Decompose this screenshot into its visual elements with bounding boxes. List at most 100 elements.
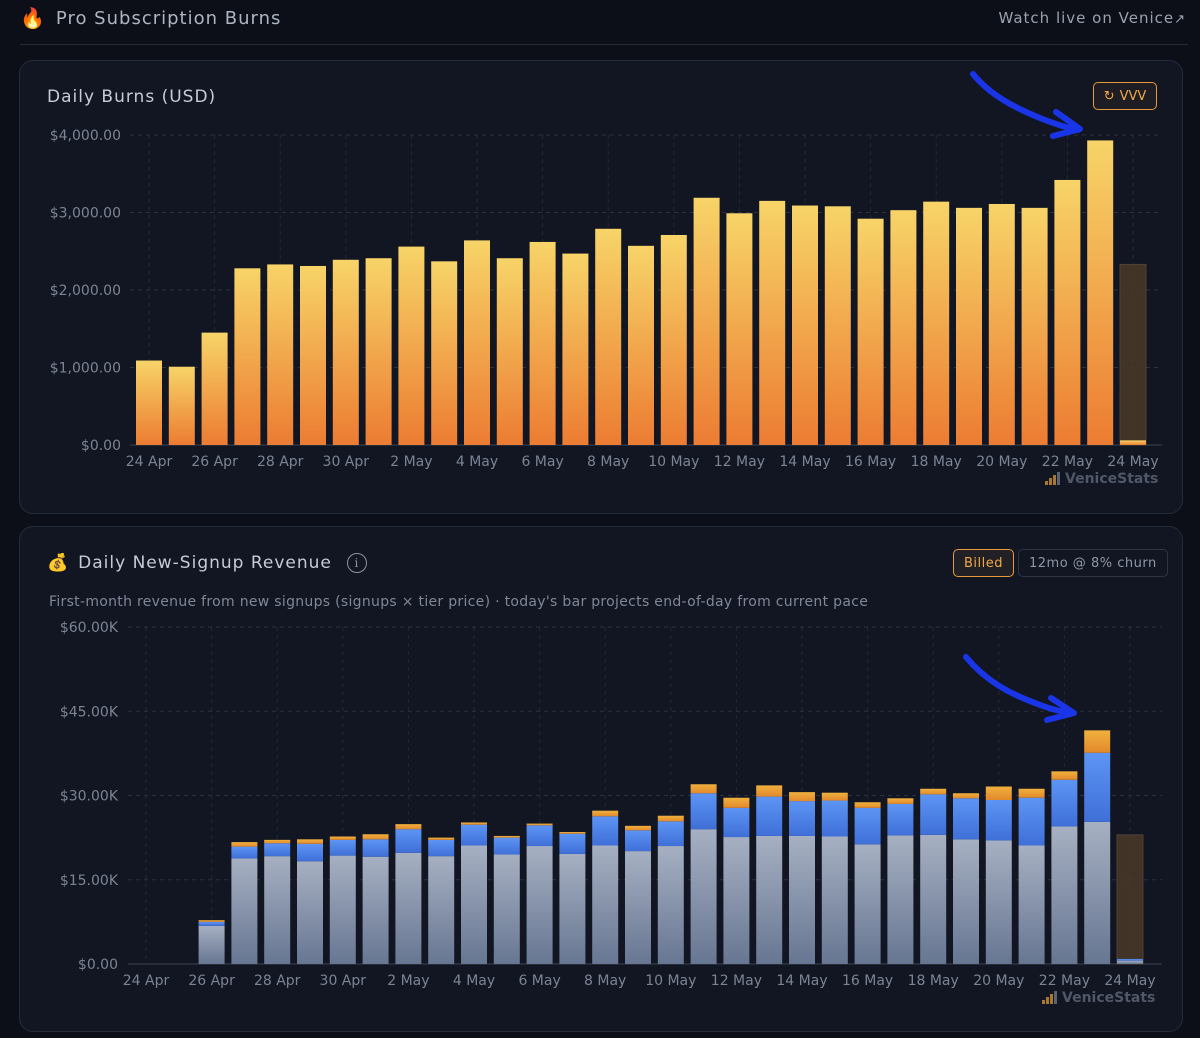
bar-segment[interactable]	[887, 835, 914, 964]
bar-segment[interactable]	[297, 843, 323, 862]
bar-segment[interactable]	[723, 797, 750, 808]
bar-segment[interactable]	[887, 803, 914, 836]
bar-segment[interactable]	[264, 839, 291, 844]
bar-segment[interactable]	[526, 825, 553, 847]
bar-segment[interactable]	[920, 834, 947, 964]
bar-segment[interactable]	[231, 842, 258, 847]
bar-segment[interactable]	[1117, 958, 1143, 961]
bar-segment[interactable]	[297, 861, 323, 964]
bar-segment[interactable]	[329, 855, 356, 964]
bar[interactable]	[792, 205, 818, 445]
bar-segment[interactable]	[264, 843, 291, 857]
bar-segment[interactable]	[231, 846, 258, 859]
bar-segment[interactable]	[854, 802, 881, 808]
bar-segment[interactable]	[625, 825, 651, 831]
billed-toggle[interactable]: Billed	[953, 549, 1015, 577]
bar[interactable]	[595, 228, 622, 445]
bar-segment[interactable]	[362, 834, 389, 840]
bar-segment[interactable]	[690, 829, 717, 964]
bar-segment[interactable]	[985, 840, 1012, 964]
bar-segment[interactable]	[428, 837, 455, 840]
bar-segment[interactable]	[1018, 845, 1045, 964]
watch-live-link[interactable]: Watch live on Venice↗	[998, 9, 1186, 27]
bar[interactable]	[890, 210, 917, 445]
bar[interactable]	[234, 268, 261, 445]
bar-segment[interactable]	[461, 824, 487, 846]
bar[interactable]	[956, 207, 982, 445]
bar-segment[interactable]	[395, 852, 422, 964]
bar[interactable]	[660, 234, 687, 445]
bar-segment[interactable]	[854, 807, 881, 845]
bar-segment[interactable]	[428, 839, 455, 857]
bar[interactable]	[431, 261, 458, 445]
bar-segment[interactable]	[329, 839, 356, 856]
bar[interactable]	[168, 366, 195, 445]
bar-segment[interactable]	[690, 793, 717, 830]
bar[interactable]	[398, 246, 425, 445]
bar-segment[interactable]	[887, 798, 914, 804]
bar[interactable]	[562, 253, 589, 445]
bar-segment[interactable]	[526, 823, 553, 826]
bar-segment[interactable]	[493, 854, 520, 964]
bar[interactable]	[923, 201, 950, 445]
bar-segment[interactable]	[461, 845, 487, 964]
bar[interactable]	[693, 197, 720, 445]
bar-segment[interactable]	[559, 833, 586, 854]
bar-segment[interactable]	[625, 830, 651, 852]
bar[interactable]	[136, 360, 162, 445]
bar-segment[interactable]	[953, 839, 979, 964]
bar-segment[interactable]	[1117, 960, 1143, 964]
bar[interactable]	[628, 245, 654, 445]
bar-segment[interactable]	[756, 785, 783, 797]
bar-segment[interactable]	[461, 822, 487, 825]
bar-segment[interactable]	[723, 837, 750, 964]
bar-segment[interactable]	[231, 858, 258, 964]
bar-segment[interactable]	[1084, 821, 1111, 964]
bar-segment[interactable]	[789, 835, 815, 964]
bar[interactable]	[529, 241, 556, 445]
bar-segment[interactable]	[526, 846, 553, 964]
bar[interactable]	[988, 203, 1015, 445]
bar-segment[interactable]	[1051, 771, 1078, 780]
bar-segment[interactable]	[1051, 779, 1078, 827]
bar-segment[interactable]	[789, 792, 815, 802]
bar-segment[interactable]	[1018, 797, 1045, 846]
bar-segment[interactable]	[592, 816, 619, 846]
bar-segment[interactable]	[198, 925, 225, 964]
bar[interactable]	[1087, 140, 1114, 446]
bar-segment[interactable]	[297, 839, 323, 844]
bar-segment[interactable]	[657, 821, 684, 847]
bar-segment[interactable]	[920, 794, 947, 835]
bar-segment[interactable]	[362, 856, 389, 964]
bar-segment[interactable]	[920, 788, 947, 795]
bar-segment[interactable]	[592, 810, 619, 817]
bar-segment[interactable]	[493, 837, 520, 855]
bar-segment[interactable]	[1084, 730, 1111, 753]
bar-segment[interactable]	[789, 801, 815, 836]
bar-segment[interactable]	[985, 786, 1012, 800]
bar-segment[interactable]	[657, 815, 684, 822]
bar-segment[interactable]	[723, 807, 750, 838]
bar[interactable]	[824, 206, 851, 445]
info-icon[interactable]: i	[346, 553, 367, 573]
bar-segment[interactable]	[1051, 826, 1078, 964]
bar-segment[interactable]	[657, 846, 684, 964]
bar-segment[interactable]	[264, 856, 291, 964]
churn-toggle[interactable]: 12mo @ 8% churn	[1018, 549, 1168, 577]
bar-segment[interactable]	[625, 851, 651, 964]
bar[interactable]	[365, 258, 392, 445]
bar-segment[interactable]	[329, 836, 356, 840]
bar[interactable]	[1054, 179, 1081, 445]
bar[interactable]	[1120, 440, 1146, 445]
bar-segment[interactable]	[756, 796, 783, 836]
bar[interactable]	[496, 258, 523, 445]
bar-segment[interactable]	[362, 839, 389, 857]
bar-segment[interactable]	[985, 799, 1012, 841]
bar-segment[interactable]	[592, 845, 619, 964]
bar[interactable]	[267, 264, 294, 445]
bar-segment[interactable]	[821, 836, 848, 964]
bar-segment[interactable]	[493, 835, 520, 838]
bar-segment[interactable]	[1018, 788, 1045, 798]
bar[interactable]	[726, 213, 753, 445]
vvv-toggle-button[interactable]: ↻ VVV	[1093, 82, 1157, 110]
